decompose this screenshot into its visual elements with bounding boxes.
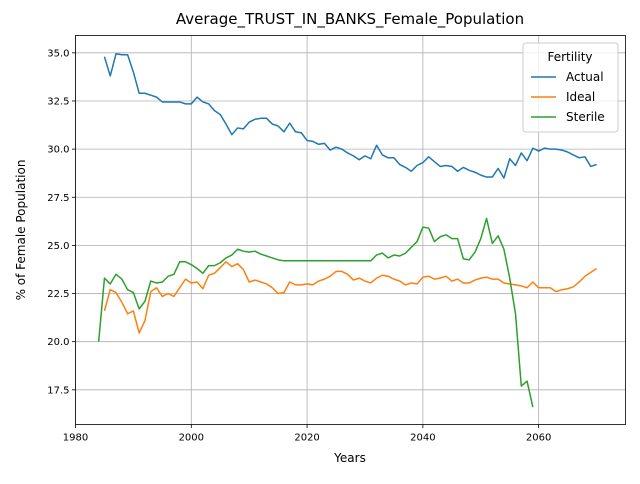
y-axis-label: % of Female Population: [14, 160, 28, 301]
legend-label-ideal: Ideal: [566, 90, 595, 104]
series-line-ideal: [103, 261, 597, 334]
legend-label-actual: Actual: [566, 70, 604, 84]
y-tick-label: 35.0: [47, 48, 69, 59]
y-tick-label: 22.5: [47, 289, 69, 300]
series-line-actual: [103, 53, 597, 179]
x-tick-label: 2060: [526, 433, 551, 444]
plot-frame: [75, 35, 626, 425]
y-tick-label: 30.0: [47, 145, 69, 156]
legend-box: [522, 42, 619, 133]
x-tick-label: 1980: [63, 433, 88, 444]
y-tick-label: 25.0: [47, 241, 69, 252]
x-axis-ticks: 1980 2000 2020 2040 2060: [63, 424, 551, 444]
chart-title: Average_TRUST_IN_BANKS_Female_Population: [176, 10, 524, 29]
series-line-sterile: [97, 217, 534, 408]
plot-lines: [97, 53, 597, 408]
y-axis-ticks: 17.5 20.0 22.5 25.0 27.5 30.0 32.5 35.0: [47, 48, 76, 396]
legend-title: Fertility: [547, 50, 592, 64]
legend-items: Actual Ideal Sterile: [531, 70, 605, 124]
legend: Fertility Actual Ideal Sterile: [522, 42, 619, 133]
legend-label-sterile: Sterile: [566, 110, 605, 124]
y-tick-label: 32.5: [47, 96, 69, 107]
y-tick-label: 17.5: [47, 385, 69, 396]
x-axis-label: Years: [333, 451, 366, 465]
x-tick-label: 2040: [410, 433, 435, 444]
y-tick-label: 20.0: [47, 337, 69, 348]
x-tick-label: 2020: [294, 433, 319, 444]
x-tick-label: 2000: [179, 433, 204, 444]
y-tick-label: 27.5: [47, 193, 69, 204]
